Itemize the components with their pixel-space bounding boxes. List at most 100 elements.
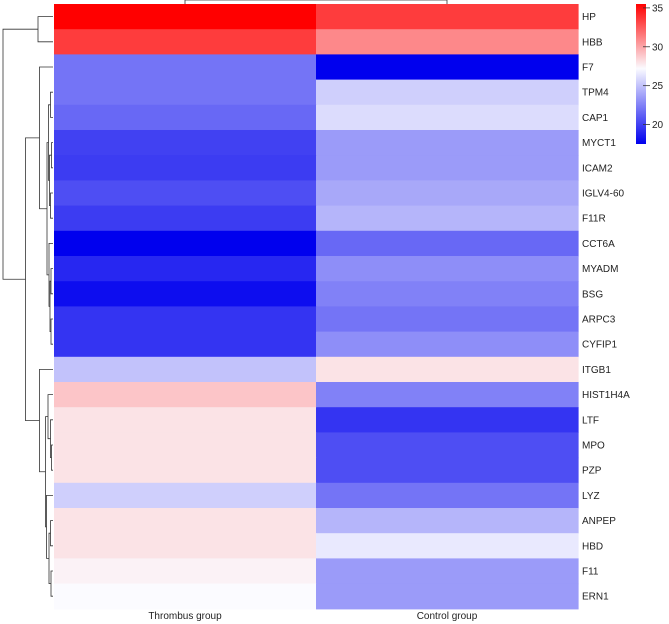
heatmap-cell xyxy=(54,407,317,433)
heatmap-cell xyxy=(316,508,579,534)
row-label: CYFIP1 xyxy=(582,340,617,351)
row-label: HIST1H4A xyxy=(582,390,630,401)
heatmap-cell xyxy=(316,205,579,232)
column-dendrogram xyxy=(184,0,448,4)
row-dendrogram-branch xyxy=(46,495,53,559)
heatmap-cell xyxy=(316,79,579,106)
heatmap-cell xyxy=(316,281,579,307)
row-dendrogram-branch xyxy=(51,444,53,471)
row-label: LTF xyxy=(582,415,599,426)
heatmap-cell xyxy=(316,256,579,282)
heatmap-cell xyxy=(316,4,579,30)
row-label: HP xyxy=(582,12,596,23)
row-label: MYCT1 xyxy=(582,138,616,149)
row-label: IGLV4-60 xyxy=(582,189,624,200)
color-legend: 35 30 25 20 xyxy=(636,3,664,144)
heatmap-cell xyxy=(316,457,579,484)
row-dendrogram-branch xyxy=(25,137,40,421)
heatmap-cell xyxy=(54,205,317,232)
heatmap-cell xyxy=(54,180,317,207)
heatmap-cell xyxy=(54,432,317,459)
heatmap-cell xyxy=(316,155,579,181)
row-dendrogram-branch xyxy=(50,318,53,345)
column-labels: Thrombus group Control group xyxy=(148,611,477,622)
legend-tick-label: 25 xyxy=(652,81,664,92)
row-label: BSG xyxy=(582,289,603,300)
heatmap-cell xyxy=(54,306,317,333)
row-dendrogram-branch xyxy=(50,268,53,295)
heatmap-cell xyxy=(54,356,317,383)
heatmap-cell xyxy=(316,130,579,156)
heatmap-cell xyxy=(316,180,579,207)
row-label: F11 xyxy=(582,567,599,578)
column-dendrogram-branch xyxy=(184,0,448,4)
heatmap-cell xyxy=(54,29,317,55)
row-label: TPM4 xyxy=(582,88,609,99)
row-label: F11R xyxy=(582,214,606,225)
column-label: Thrombus group xyxy=(148,611,222,622)
color-legend-bar xyxy=(636,4,646,144)
column-label: Control group xyxy=(417,611,478,622)
heatmap-cell xyxy=(316,482,579,509)
heatmap-cells xyxy=(54,4,579,610)
heatmap-cell xyxy=(54,104,317,131)
row-dendrogram-branch xyxy=(2,28,38,280)
heatmap-cell xyxy=(54,54,317,81)
heatmap-cell xyxy=(54,583,317,610)
heatmap-cell xyxy=(316,356,579,383)
row-label: MPO xyxy=(582,441,605,452)
row-dendrogram-branch xyxy=(50,570,53,597)
heatmap-cell xyxy=(54,230,317,257)
row-dendrogram-branch xyxy=(37,16,53,43)
heatmap-cell xyxy=(54,482,317,509)
heatmap-cell xyxy=(316,382,579,408)
row-dendrogram-branch xyxy=(39,369,53,473)
heatmap-cell xyxy=(54,130,317,156)
row-label: ERN1 xyxy=(582,592,609,603)
heatmap-cell xyxy=(316,230,579,257)
heatmap-cell xyxy=(316,533,579,559)
row-label: CCT6A xyxy=(582,239,615,250)
heatmap-cell xyxy=(54,508,317,534)
row-label: HBD xyxy=(582,541,603,552)
heatmap-cell xyxy=(54,533,317,559)
heatmap-cell xyxy=(316,432,579,459)
row-label: ICAM2 xyxy=(582,163,613,174)
row-label: LYZ xyxy=(582,491,600,502)
heatmap-cell xyxy=(54,457,317,484)
row-label: ARPC3 xyxy=(582,315,616,326)
legend-tick-label: 30 xyxy=(652,42,664,53)
heatmap-cell xyxy=(316,54,579,81)
row-label: HBB xyxy=(582,37,603,48)
row-dendrogram-branch xyxy=(50,91,53,118)
heatmap-cell xyxy=(54,382,317,408)
row-dendrogram-branch xyxy=(50,192,53,219)
heatmap-cell xyxy=(54,256,317,282)
heatmap-cell xyxy=(316,407,579,433)
row-label: ANPEP xyxy=(582,516,616,527)
legend-tick-label: 35 xyxy=(652,3,664,14)
legend-tick-label: 20 xyxy=(652,120,664,131)
heatmap-cell xyxy=(54,155,317,181)
row-label: CAP1 xyxy=(582,113,609,124)
row-label: ITGB1 xyxy=(582,365,611,376)
heatmap-cell xyxy=(316,583,579,610)
row-dendrogram xyxy=(2,16,53,597)
heatmap-cell xyxy=(316,104,579,131)
heatmap-cell xyxy=(316,306,579,333)
row-dendrogram-branch xyxy=(51,142,53,169)
row-labels: HP HBB F7 TPM4 CAP1 MYCT1 ICAM2 IGLV4-60 F11R CCT… xyxy=(582,12,630,603)
row-label: F7 xyxy=(582,63,594,74)
heatmap-cell xyxy=(316,29,579,55)
row-label: MYADM xyxy=(582,264,618,275)
heatmap-cell xyxy=(54,558,317,585)
row-label: PZP xyxy=(582,466,602,477)
heatmap-cell xyxy=(54,79,317,106)
heatmap-cell xyxy=(316,331,579,358)
heatmap-cell xyxy=(316,558,579,585)
heatmap-cell xyxy=(54,281,317,307)
heatmap-cell xyxy=(54,331,317,358)
heatmap-cell xyxy=(54,4,317,30)
row-dendrogram-branch xyxy=(50,520,53,547)
